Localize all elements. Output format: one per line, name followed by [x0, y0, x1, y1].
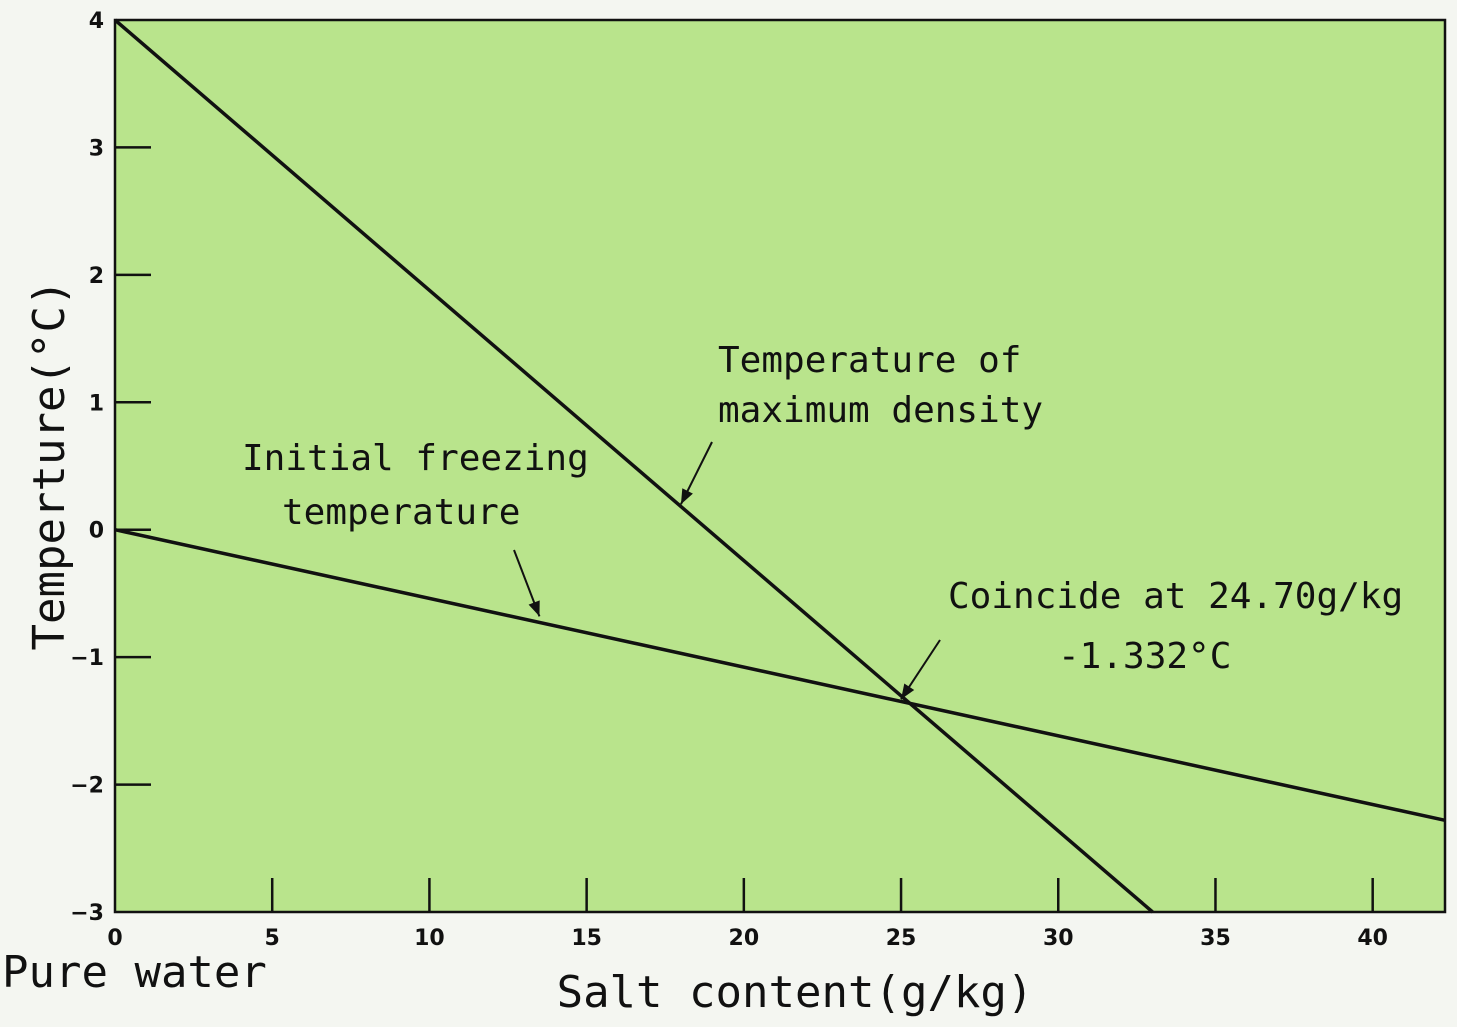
y-tick-label: 0 [89, 519, 104, 544]
arrow-head [528, 600, 540, 617]
x-axis-title: Salt content(g/kg) [557, 967, 1034, 1018]
annotation-text: Temperature of [718, 340, 1021, 381]
plot-frame [113, 18, 1447, 914]
plot-background [115, 20, 1445, 912]
y-tick-label: 1 [89, 391, 104, 416]
x-tick-label: 20 [729, 926, 760, 951]
arrow-head [680, 488, 693, 505]
series-line-2 [114, 527, 1446, 823]
y-tick-label: 2 [89, 264, 104, 289]
x-tick-label: 10 [414, 926, 445, 951]
arrow-head [901, 683, 915, 700]
y-tick-label: 4 [89, 9, 104, 34]
x-tick-label: 15 [571, 926, 602, 951]
series-line-1 [113, 18, 1154, 914]
x-tick-label: 30 [1043, 926, 1074, 951]
y-axis-title: Temperture(°C) [24, 280, 75, 651]
x-origin-label: Pure water [2, 947, 267, 998]
annotation-text: -1.332°C [1058, 636, 1231, 677]
annotation-text: maximum density [718, 390, 1043, 431]
series-layer [113, 18, 1446, 914]
x-tick-label: 5 [265, 926, 280, 951]
y-tick-label: −2 [70, 774, 104, 799]
x-tick-label: 0 [107, 926, 122, 951]
y-tick-label: −3 [70, 901, 104, 926]
y-tick-label: −1 [70, 646, 104, 671]
annotation-text: temperature [282, 492, 520, 533]
x-tick-label: 25 [886, 926, 917, 951]
x-tick-label: 35 [1200, 926, 1231, 951]
x-tick-label: 40 [1357, 926, 1388, 951]
annotation-text: Coincide at 24.70g/kg [948, 576, 1403, 617]
annotation-text: Initial freezing [242, 438, 589, 479]
y-tick-label: 3 [89, 136, 104, 161]
annotations-layer: Temperature of maximum density Initial fre… [242, 340, 1403, 700]
